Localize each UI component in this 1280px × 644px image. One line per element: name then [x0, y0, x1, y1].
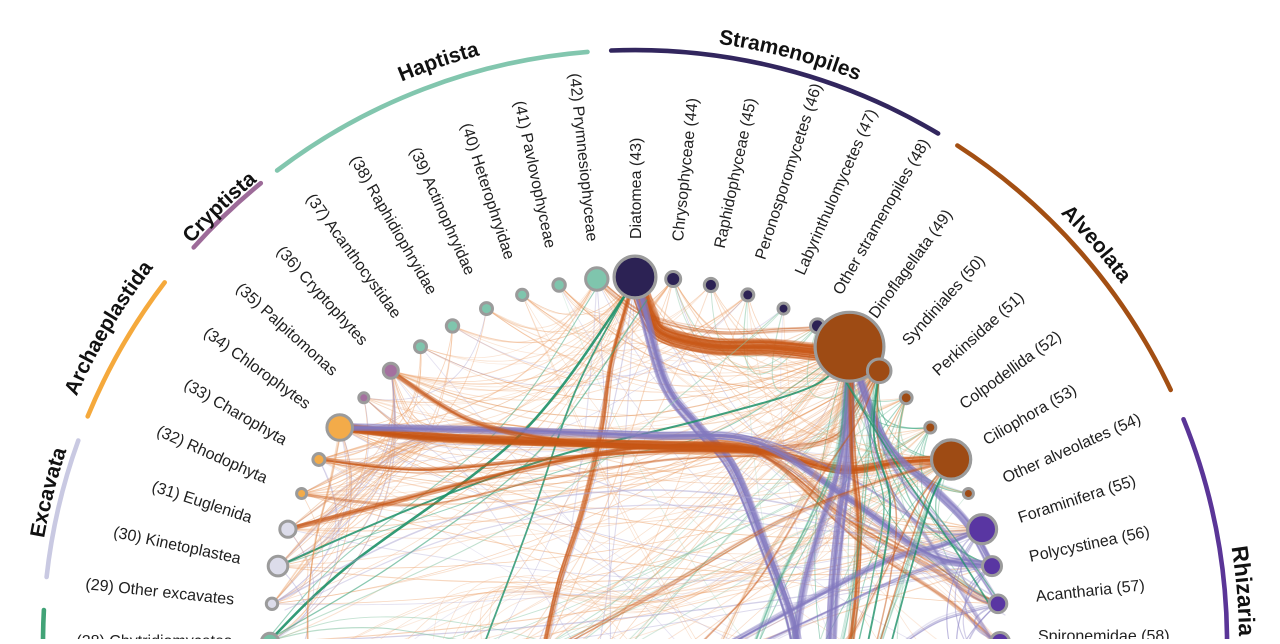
svg-text:Diatomea (43): Diatomea (43): [628, 138, 645, 239]
svg-text:Spironemidae (58): Spironemidae (58): [1038, 628, 1170, 639]
svg-text:(28) Chytridiomycetes: (28) Chytridiomycetes: [76, 633, 232, 639]
